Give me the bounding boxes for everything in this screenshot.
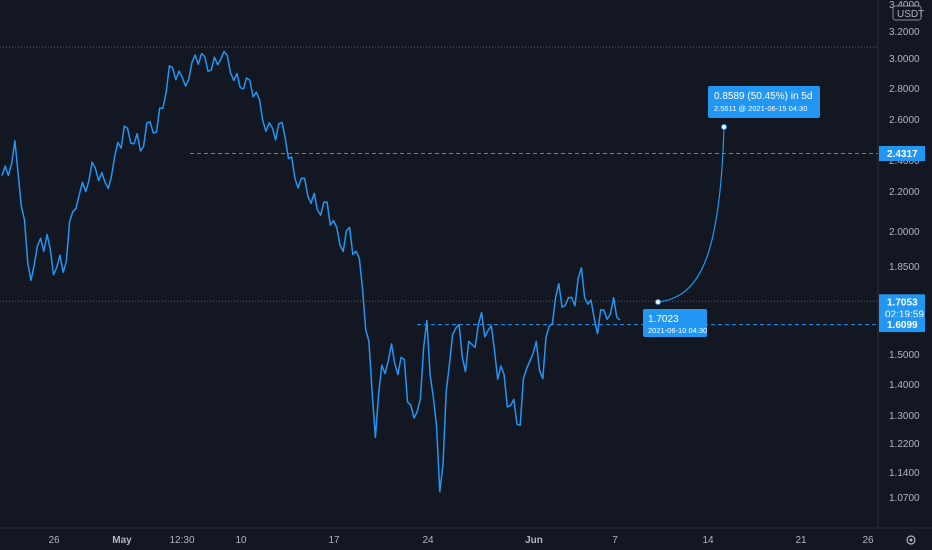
projection-start-value: 1.7023 <box>648 314 679 325</box>
x-tick-label: 24 <box>422 535 434 546</box>
y-axis[interactable]: 3.4000 3.2000 3.0000 2.8000 2.6000 2.400… <box>889 0 920 504</box>
price-series-line <box>1 50 621 493</box>
x-tick-label: 26 <box>862 535 874 546</box>
projection-end-text: 2.5611 @ 2021-06-15 04:30 <box>714 104 807 113</box>
x-tick-label: 7 <box>612 535 618 546</box>
y-tick-label: 2.0000 <box>889 227 920 238</box>
projection-end-point[interactable] <box>721 123 727 130</box>
projection-change-text: 0.8589 (50.45%) in 5d <box>714 91 812 102</box>
level-tag-upper: 2.4317 <box>879 146 925 162</box>
level-tag-upper-text: 2.4317 <box>887 149 918 160</box>
projection-curve[interactable] <box>657 126 725 303</box>
settings-gear-icon[interactable] <box>906 535 916 545</box>
current-price-tag: 1.7053 02:19:59 <box>879 294 925 321</box>
projection-end-label: 0.8589 (50.45%) in 5d 2.5611 @ 2021-06-1… <box>708 86 820 118</box>
x-tick-label: 21 <box>795 535 807 546</box>
y-tick-label: 3.2000 <box>889 27 920 38</box>
y-tick-label: 2.4000 <box>889 156 920 167</box>
y-tick-label: 3.4000 <box>889 0 920 11</box>
current-price-text: 1.7053 <box>887 297 918 308</box>
y-tick-label: 1.2200 <box>889 439 920 450</box>
y-tick-label: 1.1400 <box>889 468 920 479</box>
x-tick-label: 10 <box>235 535 247 546</box>
x-tick-label: 17 <box>328 535 340 546</box>
y-tick-label: 3.0000 <box>889 54 920 65</box>
y-tick-label: 1.5000 <box>889 350 920 361</box>
y-tick-label: 1.3000 <box>889 411 920 422</box>
y-tick-label: 1.8500 <box>889 262 920 273</box>
level-tag-lower-text: 1.6099 <box>887 320 918 331</box>
x-tick-label: 12:30 <box>169 535 194 546</box>
y-tick-label: 2.2000 <box>889 187 920 198</box>
projection-start-label: 1.7023 2021-06-10 04:30 <box>643 309 707 337</box>
y-tick-label: 2.8000 <box>889 84 920 95</box>
countdown-text: 02:19:59 <box>885 309 924 320</box>
y-tick-label: 1.0700 <box>889 493 920 504</box>
projection-start-time: 2021-06-10 04:30 <box>648 326 707 335</box>
y-tick-label: 1.4000 <box>889 380 920 391</box>
x-tick-label: May <box>112 535 132 546</box>
currency-label: USDT <box>897 9 924 20</box>
x-tick-label: 14 <box>702 535 714 546</box>
currency-badge[interactable]: USDT <box>892 5 924 21</box>
x-tick-label: Jun <box>525 535 543 546</box>
level-tag-lower: 1.6099 <box>879 317 925 333</box>
x-tick-label: 26 <box>48 535 60 546</box>
projection-start-point[interactable] <box>655 299 661 306</box>
x-axis[interactable]: 26 May 12:30 10 17 24 Jun 7 14 21 26 <box>48 535 874 546</box>
y-tick-label: 2.6000 <box>889 115 920 126</box>
